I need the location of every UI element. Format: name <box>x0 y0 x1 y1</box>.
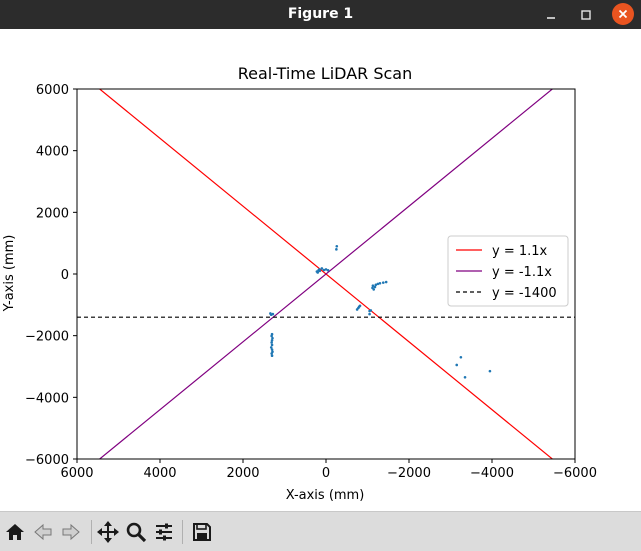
x-tick-label: −4000 <box>470 466 514 481</box>
navigation-toolbar <box>0 511 641 551</box>
scatter-point <box>270 332 274 336</box>
scatter-point <box>270 343 274 347</box>
scatter-point <box>271 312 275 316</box>
x-axis-label: X-axis (mm) <box>286 488 365 503</box>
minimize-icon[interactable] <box>538 0 564 29</box>
y-tick-label: −4000 <box>25 391 69 406</box>
scatter-point <box>270 348 274 351</box>
scatter-point <box>322 268 326 272</box>
y-tick-label: −6000 <box>25 453 69 468</box>
y-tick-label: 6000 <box>36 83 69 98</box>
scatter-point <box>371 284 375 288</box>
scatter-point <box>381 281 385 284</box>
x-tick-label: 4000 <box>143 466 176 481</box>
scatter-point <box>318 269 322 273</box>
home-icon[interactable] <box>3 520 27 544</box>
close-icon[interactable] <box>612 3 634 25</box>
scatter-point <box>459 355 463 359</box>
plot-area <box>77 89 575 459</box>
scatter-point <box>358 304 362 308</box>
scatter-point <box>335 244 339 248</box>
legend: y = 1.1x y = -1.1x y = -1400 <box>447 235 569 307</box>
scatter-point <box>369 309 373 312</box>
scatter-point <box>271 336 274 340</box>
forward-icon[interactable] <box>59 520 83 544</box>
scatter-point <box>271 350 274 354</box>
x-tick-label: 6000 <box>60 466 93 481</box>
x-tick-label: 0 <box>322 466 330 481</box>
y-tick-label: −2000 <box>25 330 69 345</box>
toolbar-separator <box>182 520 183 544</box>
scatter-point <box>455 363 459 367</box>
scatter-point <box>371 286 374 290</box>
scatter-point <box>374 283 378 287</box>
legend-label: y = 1.1x <box>492 244 548 259</box>
scatter-point <box>270 354 274 358</box>
scatter-point <box>368 312 371 316</box>
x-tick-label: 2000 <box>226 466 259 481</box>
scatter-point <box>384 280 388 284</box>
y-tick-label: 4000 <box>36 145 69 160</box>
scatter-point <box>378 281 382 285</box>
scatter-point <box>326 269 330 272</box>
scatter-point <box>320 267 324 270</box>
x-tick-label: −2000 <box>387 466 431 481</box>
legend-label: y = -1.1x <box>492 265 552 280</box>
chart-title: Real-Time LiDAR Scan <box>238 64 412 83</box>
window-titlebar[interactable]: Figure 1 <box>0 0 641 29</box>
scatter-point <box>373 285 377 289</box>
pan-icon[interactable] <box>96 520 120 544</box>
save-icon[interactable] <box>190 520 214 544</box>
scatter-point <box>488 369 492 373</box>
scatter-point <box>270 341 273 344</box>
y-tick-label: 2000 <box>36 206 69 221</box>
scatter-point <box>324 268 328 271</box>
scatter-point <box>376 282 380 286</box>
configure-subplots-icon[interactable] <box>152 520 176 544</box>
y-axis-label: Y-axis (mm) <box>2 235 17 313</box>
scatter-point <box>335 248 338 251</box>
zoom-icon[interactable] <box>124 520 148 544</box>
scatter-point <box>269 346 273 349</box>
window-title: Figure 1 <box>287 6 354 22</box>
y-tick-label: 0 <box>61 268 69 283</box>
back-icon[interactable] <box>31 520 55 544</box>
legend-label: y = -1400 <box>492 286 557 301</box>
series-line <box>98 89 554 459</box>
toolbar-separator <box>91 520 92 544</box>
scatter-point <box>315 270 319 273</box>
scatter-point <box>270 338 274 342</box>
x-tick-label: −6000 <box>553 466 597 481</box>
chart-svg: Real-Time LiDAR Scan 6000 4000 2000 0 −2000 −… <box>2 64 597 503</box>
scatter-point <box>463 375 467 379</box>
figure-canvas[interactable]: Real-Time LiDAR Scan 6000 4000 2000 0 −2000 −… <box>0 29 641 511</box>
scatter-point <box>269 312 272 315</box>
maximize-icon[interactable] <box>573 0 599 29</box>
